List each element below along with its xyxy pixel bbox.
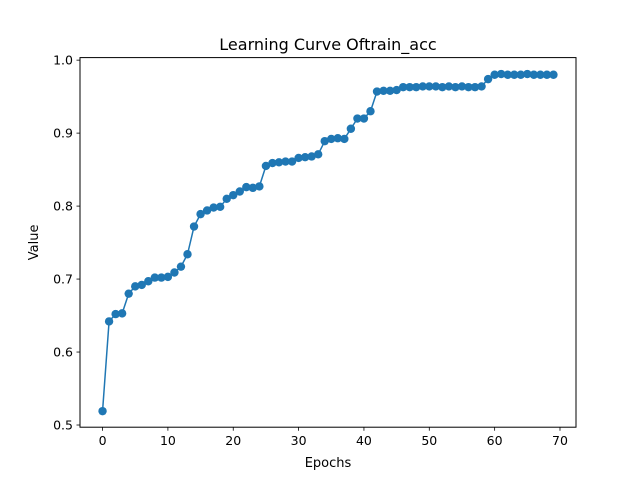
- data-point: [287, 157, 297, 166]
- data-point: [483, 74, 493, 84]
- data-point: [542, 70, 552, 79]
- data-point: [536, 70, 545, 79]
- data-point: [261, 161, 271, 171]
- data-point: [398, 82, 408, 92]
- data-point: [372, 87, 382, 96]
- data-point: [137, 280, 146, 290]
- data-point: [117, 309, 127, 318]
- plot-frame: [79, 57, 577, 428]
- y-tick-label: 0.5: [53, 418, 73, 433]
- data-point: [353, 114, 362, 123]
- data-point: [327, 134, 336, 144]
- x-tick-label: 40: [356, 433, 372, 448]
- data-point: [196, 209, 205, 219]
- data-point: [529, 70, 539, 79]
- data-point: [242, 182, 251, 192]
- data-point: [359, 114, 369, 123]
- x-tick-label: 30: [291, 433, 307, 448]
- data-point: [235, 187, 244, 196]
- data-point: [490, 70, 499, 79]
- data-point: [418, 82, 427, 91]
- data-point: [150, 273, 160, 282]
- data-point: [503, 70, 512, 79]
- data-point: [477, 82, 486, 91]
- data-point: [294, 153, 303, 163]
- data-point: [163, 272, 173, 282]
- data-point: [392, 85, 401, 95]
- data-point: [320, 136, 329, 146]
- data-point: [431, 82, 441, 91]
- data-point: [516, 70, 525, 79]
- data-point: [438, 82, 447, 92]
- x-tick-label: 0: [99, 433, 107, 448]
- x-tick-label: 60: [487, 433, 503, 448]
- x-tick-label: 50: [421, 433, 437, 448]
- data-point: [176, 262, 186, 271]
- data-point: [157, 273, 166, 282]
- data-point: [98, 406, 107, 416]
- series-layer: [98, 69, 558, 416]
- data-point: [510, 70, 519, 79]
- data-point: [111, 309, 120, 319]
- data-point: [457, 82, 467, 91]
- data-point: [144, 277, 153, 286]
- y-tick-label: 0.6: [53, 345, 73, 360]
- data-point: [464, 82, 473, 92]
- x-axis-label: Epochs: [305, 456, 352, 471]
- data-point: [229, 190, 238, 200]
- data-point: [281, 157, 290, 166]
- y-axis-label: Value: [27, 225, 42, 261]
- data-point: [366, 107, 375, 116]
- data-point: [549, 70, 558, 79]
- data-point: [425, 82, 434, 91]
- data-point: [202, 206, 212, 215]
- data-point: [313, 150, 323, 159]
- data-point: [405, 82, 414, 92]
- data-point: [268, 158, 277, 168]
- chart-title: Learning Curve Oftrain_acc: [219, 35, 436, 55]
- data-point: [183, 250, 192, 259]
- data-point: [189, 222, 199, 231]
- data-point: [124, 289, 133, 298]
- data-point: [385, 86, 395, 96]
- x-tick-label: 20: [225, 433, 241, 448]
- data-point: [451, 82, 460, 92]
- y-tick-label: 0.9: [53, 126, 73, 141]
- data-point: [274, 158, 284, 167]
- y-tick-label: 1.0: [53, 53, 73, 68]
- data-point: [470, 82, 480, 92]
- data-point: [209, 203, 218, 212]
- data-point: [104, 317, 114, 326]
- ticks-layer: 0 10 20 30 40 50 60 70 0.5 0.6 0.7 0.8 0.9 1.0: [53, 53, 568, 449]
- data-point: [300, 153, 310, 162]
- data-point: [131, 282, 140, 291]
- y-tick-label: 0.7: [53, 272, 73, 287]
- x-tick-label: 10: [160, 433, 176, 448]
- y-tick-label: 0.8: [53, 199, 73, 214]
- data-point: [215, 202, 225, 212]
- data-point: [346, 124, 356, 133]
- data-point: [379, 86, 388, 96]
- data-point: [170, 268, 179, 277]
- data-point: [333, 134, 343, 143]
- data-point: [496, 69, 506, 79]
- data-point: [523, 69, 532, 79]
- data-point: [222, 194, 231, 203]
- data-point: [248, 183, 258, 193]
- data-point: [412, 82, 421, 92]
- data-point: [340, 134, 349, 144]
- data-point: [255, 182, 264, 191]
- data-point: [444, 82, 454, 91]
- data-point: [307, 152, 316, 161]
- x-tick-label: 70: [552, 433, 568, 448]
